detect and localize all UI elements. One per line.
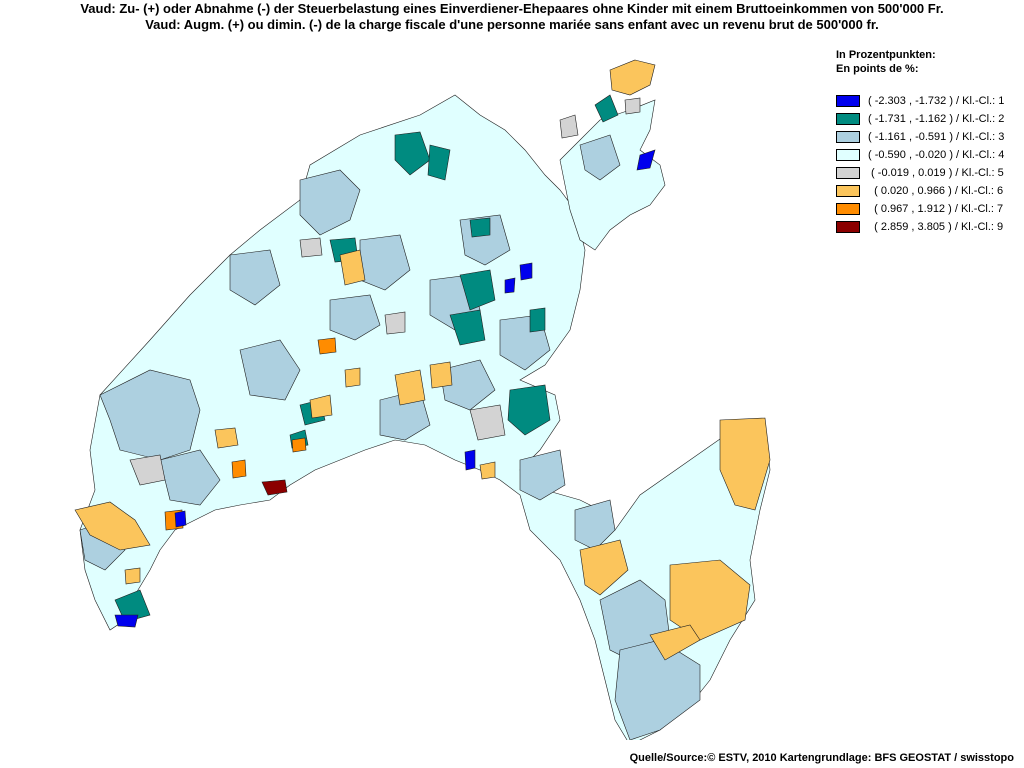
class-2-regions (114, 94, 619, 623)
legend-label: ( -1.731 , -1.162 ) / Kl.-Cl.: 2 (868, 113, 1005, 125)
legend-swatch (836, 221, 860, 233)
legend-label: ( 0.020 , 0.966 ) / Kl.-Cl.: 6 (868, 185, 1004, 197)
legend-swatch (836, 185, 860, 197)
legend-title-de: In Prozentpunkten: (836, 49, 936, 61)
legend-label: ( -2.303 , -1.732 ) / Kl.-Cl.: 1 (868, 95, 1005, 107)
legend-row: ( -0.019 , 0.019 ) / Kl.-Cl.: 5 (836, 164, 1004, 182)
legend-row: ( -2.303 , -1.732 ) / Kl.-Cl.: 1 (836, 92, 1004, 110)
choropleth-map (0, 40, 820, 746)
legend-list: ( -2.303 , -1.732 ) / Kl.-Cl.: 1 ( -1.73… (836, 92, 1004, 236)
legend-row: ( -1.161 , -0.591 ) / Kl.-Cl.: 3 (836, 128, 1004, 146)
legend-row: ( 0.967 , 1.912 ) / Kl.-Cl.: 7 (836, 200, 1004, 218)
title-line-fr: Vaud: Augm. (+) ou dimin. (-) de la char… (145, 17, 879, 32)
legend-label: ( -1.161 , -0.591 ) / Kl.-Cl.: 3 (868, 131, 1005, 143)
legend-swatch (836, 203, 860, 215)
legend-row: ( 0.020 , 0.966 ) / Kl.-Cl.: 6 (836, 182, 1004, 200)
title-line-de: Vaud: Zu- (+) oder Abnahme (-) der Steue… (80, 1, 944, 16)
legend-label: ( -0.019 , 0.019 ) / Kl.-Cl.: 5 (868, 167, 1004, 179)
legend-row: ( 2.859 , 3.805 ) / Kl.-Cl.: 9 (836, 218, 1004, 236)
legend-swatch (836, 149, 860, 161)
legend-label: ( -0.590 , -0.020 ) / Kl.-Cl.: 4 (868, 149, 1005, 161)
legend-title-fr: En points de %: (836, 63, 919, 75)
map-canvas (74, 59, 771, 746)
class-1-regions (114, 149, 656, 628)
legend-swatch (836, 131, 860, 143)
source-credit: Quelle/Source:© ESTV, 2010 Kartengrundla… (629, 752, 1014, 764)
north-east-appendage (559, 99, 666, 251)
class-6-regions (74, 59, 771, 661)
class-5-regions (129, 97, 641, 486)
legend-row: ( -0.590 , -0.020 ) / Kl.-Cl.: 4 (836, 146, 1004, 164)
legend-row: ( -1.731 , -1.162 ) / Kl.-Cl.: 2 (836, 110, 1004, 128)
legend-title: In Prozentpunkten: En points de %: (836, 48, 1004, 76)
legend-swatch (836, 167, 860, 179)
legend-swatch (836, 95, 860, 107)
class-9-regions (261, 479, 288, 496)
legend-label: ( 2.859 , 3.805 ) / Kl.-Cl.: 9 (868, 221, 1004, 233)
map-legend: In Prozentpunkten: En points de %: ( -2.… (836, 48, 1004, 236)
legend-swatch (836, 113, 860, 125)
legend-label: ( 0.967 , 1.912 ) / Kl.-Cl.: 7 (868, 203, 1004, 215)
map-title: Vaud: Zu- (+) oder Abnahme (-) der Steue… (0, 0, 1024, 33)
